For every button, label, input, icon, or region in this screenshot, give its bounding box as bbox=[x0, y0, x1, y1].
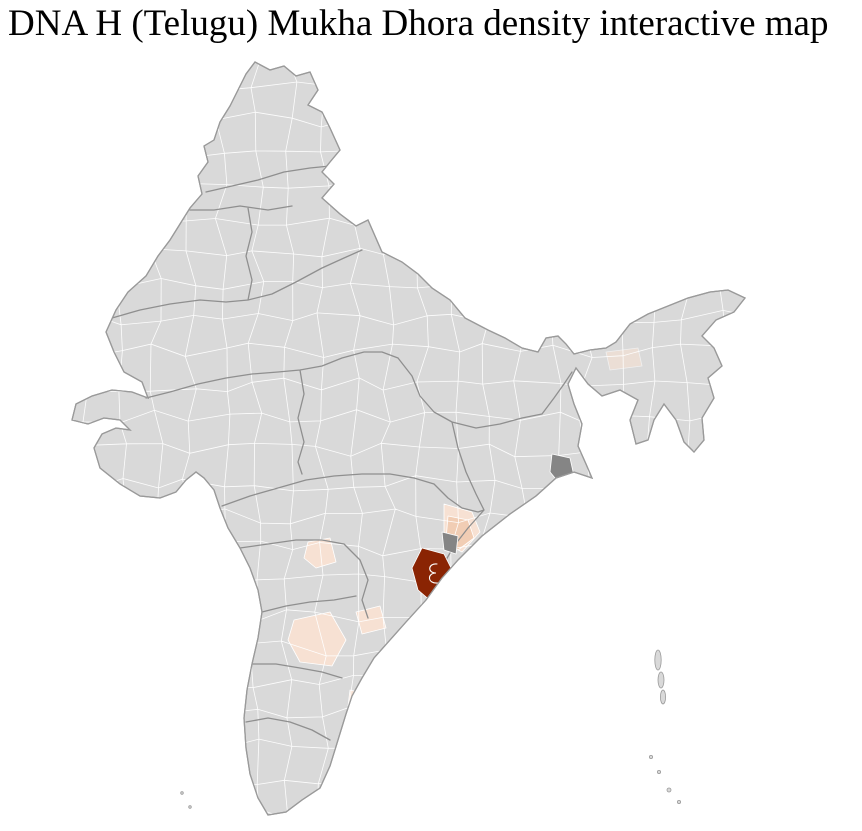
island bbox=[657, 671, 665, 689]
island-dot bbox=[649, 755, 654, 760]
hotspot-district-low[interactable] bbox=[303, 537, 337, 569]
hotspot-district-low[interactable] bbox=[355, 605, 387, 635]
hotspot-district-low[interactable] bbox=[605, 347, 643, 371]
island-dot bbox=[180, 791, 184, 795]
island-dot bbox=[666, 787, 672, 793]
page-title: DNA H (Telugu) Mukha Dhora density inter… bbox=[8, 3, 829, 44]
country-base-shape[interactable] bbox=[71, 61, 746, 816]
island-dot bbox=[677, 800, 682, 805]
island-dot bbox=[657, 770, 662, 775]
state-boundaries bbox=[111, 165, 573, 741]
island bbox=[660, 689, 667, 705]
map-layers bbox=[72, 62, 745, 815]
hotspot-district-neutral-dark[interactable] bbox=[441, 531, 459, 555]
hotspot-district-low[interactable] bbox=[287, 611, 347, 667]
district-boundaries bbox=[72, 62, 745, 815]
islands bbox=[180, 649, 682, 809]
island-dot bbox=[188, 805, 192, 809]
district-inner-border bbox=[428, 563, 439, 584]
island bbox=[654, 649, 662, 671]
